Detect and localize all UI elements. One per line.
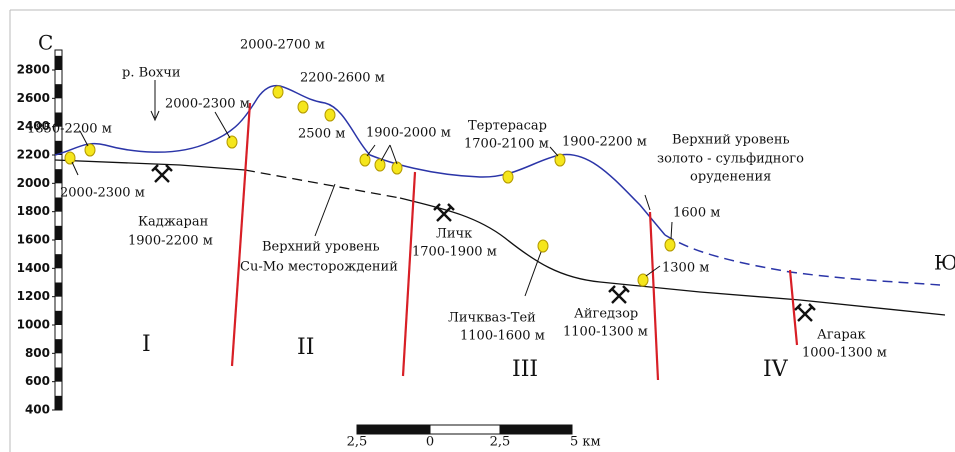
zone-label: IV xyxy=(763,357,789,382)
elevation-ruler xyxy=(52,50,62,410)
tick-label: 2800 xyxy=(17,63,50,77)
deposit xyxy=(555,154,565,166)
deposit xyxy=(227,136,237,148)
tick-label: 2000 xyxy=(17,176,50,190)
label: 1900-2000 м xyxy=(366,126,451,141)
deposit xyxy=(538,240,548,252)
ruler-block xyxy=(55,283,62,297)
scale-label: 2,5 xyxy=(347,435,368,450)
south-label: Ю xyxy=(934,251,955,275)
tick-label: 1600 xyxy=(17,233,50,247)
label: Личк xyxy=(436,227,472,242)
deposit xyxy=(325,109,335,121)
deposit xyxy=(273,86,283,98)
tick-label: 1400 xyxy=(17,261,50,275)
label: 1000-1300 м xyxy=(802,346,887,361)
label: Верхний уровень xyxy=(672,133,790,148)
tick-label: 1000 xyxy=(17,318,50,332)
mine-symbols xyxy=(152,165,815,321)
tick-label: 2200 xyxy=(17,148,50,162)
label: 1900-2200 м xyxy=(562,135,647,150)
tick-label: 2600 xyxy=(17,91,50,105)
cu-mo-level xyxy=(55,160,245,170)
scale-label: 2,5 xyxy=(490,435,511,450)
ruler-block xyxy=(55,339,62,353)
ruler-block xyxy=(55,84,62,98)
zone-label: II xyxy=(297,335,314,360)
cu-mo-level-projected xyxy=(245,170,400,198)
label: р. Вохчи xyxy=(122,66,181,81)
label: 2000-2300 м xyxy=(165,97,250,112)
label: золото - сульфидного xyxy=(657,152,804,167)
scale-label: 5 км xyxy=(570,435,601,450)
label: 2200-2600 м xyxy=(300,71,385,86)
deposit xyxy=(298,101,308,113)
tick-label: 1800 xyxy=(17,204,50,218)
deposit xyxy=(85,144,95,156)
tick-label: 1200 xyxy=(17,289,50,303)
ruler-block xyxy=(55,396,62,410)
cross-section: С Ю xyxy=(0,0,955,452)
ruler-block xyxy=(55,254,62,268)
north-label: С xyxy=(38,31,53,55)
label: 1100-1600 м xyxy=(460,329,545,344)
ruler-block xyxy=(55,226,62,240)
label: оруденения xyxy=(690,170,771,185)
zone-label: III xyxy=(512,357,538,382)
tick-label: 2400 xyxy=(17,119,50,133)
label: Агарак xyxy=(817,328,866,343)
ruler-block xyxy=(55,56,62,70)
label: Личкваз-Тей xyxy=(448,311,536,326)
scale-label: 0 xyxy=(426,435,434,450)
label: Верхний уровень xyxy=(262,240,380,255)
ruler-block xyxy=(55,368,62,382)
label: 1700-1900 м xyxy=(412,245,497,260)
zone-label: I xyxy=(142,332,151,357)
label: 1100-1300 м xyxy=(563,325,648,340)
label: 1600 м xyxy=(673,206,720,221)
fault xyxy=(403,172,415,376)
label: 2000-2700 м xyxy=(240,38,325,53)
label: 1900-2200 м xyxy=(128,234,213,249)
tick-label: 600 xyxy=(25,374,50,388)
deposit xyxy=(503,171,513,183)
label: Айгедзор xyxy=(574,307,638,322)
label: Каджаран xyxy=(138,215,208,230)
deposit xyxy=(375,159,385,171)
ruler-block xyxy=(55,169,62,183)
tick-label: 800 xyxy=(25,346,50,360)
label: Cu-Mo месторождений xyxy=(240,260,398,275)
label: 1700-2100 м xyxy=(464,137,549,152)
label: 2500 м xyxy=(298,127,345,142)
deposit xyxy=(65,152,75,164)
fault xyxy=(650,212,658,380)
label: 1300 м xyxy=(662,261,709,276)
label: Тертерасар xyxy=(468,119,547,134)
scale-bar xyxy=(357,425,572,434)
deposit xyxy=(360,154,370,166)
tick-label: 400 xyxy=(25,403,50,417)
label: 2000-2300 м xyxy=(60,186,145,201)
ruler-block xyxy=(55,311,62,325)
deposit xyxy=(665,239,675,251)
